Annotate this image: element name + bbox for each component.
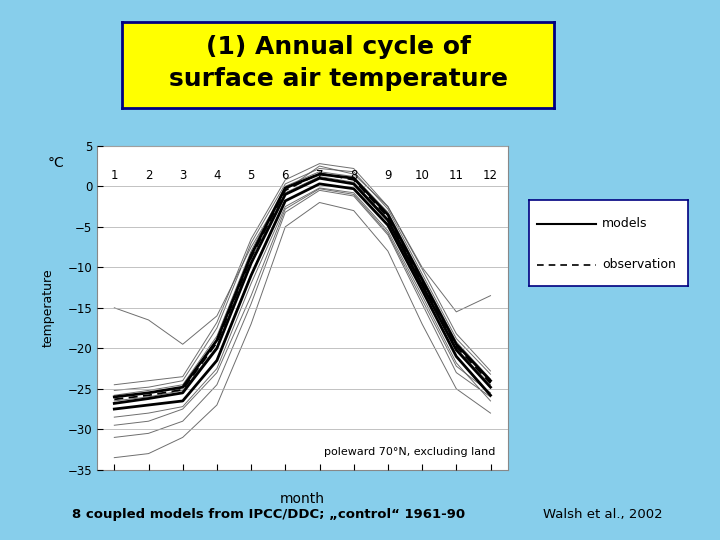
Text: 12: 12 (483, 169, 498, 183)
Text: observation: observation (602, 258, 676, 271)
Text: models: models (602, 218, 647, 231)
Text: 7: 7 (316, 169, 323, 183)
Text: 5: 5 (248, 169, 255, 183)
Text: 3: 3 (179, 169, 186, 183)
Text: 1: 1 (111, 169, 118, 183)
Text: 11: 11 (449, 169, 464, 183)
Text: (1) Annual cycle of
surface air temperature: (1) Annual cycle of surface air temperat… (169, 35, 508, 91)
Text: 4: 4 (213, 169, 220, 183)
Text: month: month (280, 492, 325, 507)
Text: temperature: temperature (42, 268, 55, 347)
Text: 10: 10 (415, 169, 430, 183)
Text: 2: 2 (145, 169, 152, 183)
Text: Walsh et al., 2002: Walsh et al., 2002 (543, 508, 662, 521)
Text: 6: 6 (282, 169, 289, 183)
Text: 8: 8 (350, 169, 357, 183)
Text: °C: °C (48, 156, 65, 170)
Text: 8 coupled models from IPCC/DDC; „control“ 1961-90: 8 coupled models from IPCC/DDC; „control… (72, 508, 465, 521)
Text: 9: 9 (384, 169, 392, 183)
Text: poleward 70°N, excluding land: poleward 70°N, excluding land (324, 447, 495, 457)
